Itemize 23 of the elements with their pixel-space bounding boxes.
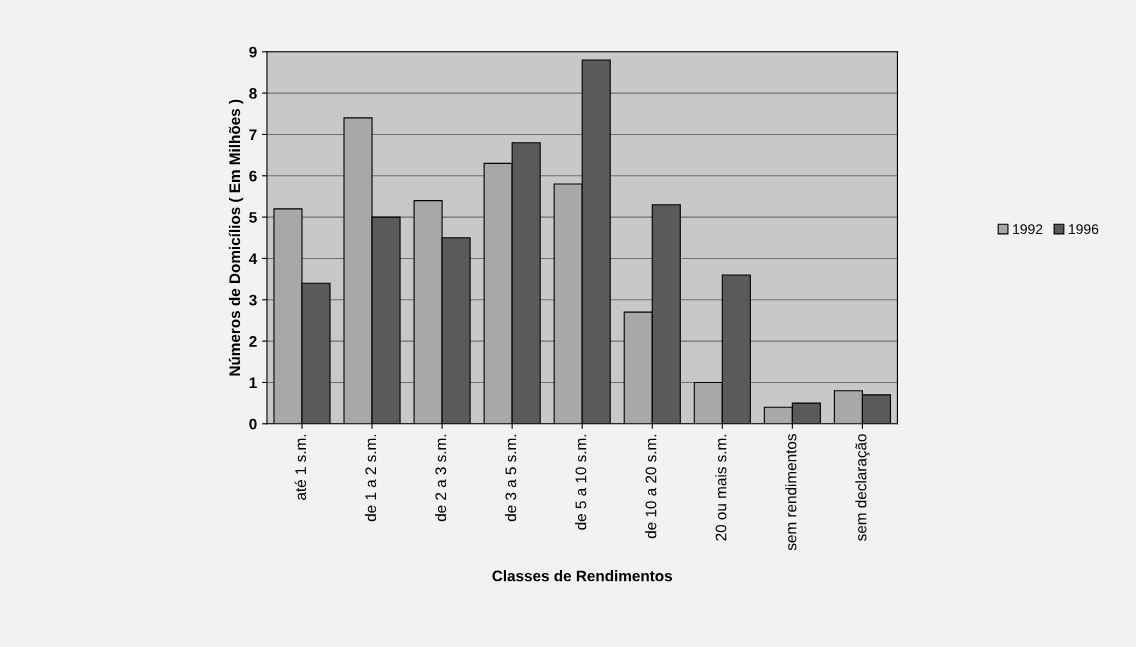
legend-label: 1996 — [1069, 224, 1099, 235]
x-tick-label: de 10 a 20 s.m. — [645, 434, 657, 539]
y-tick-label: 8 — [249, 87, 257, 99]
x-tick-label: 20 ou mais s.m. — [715, 434, 727, 541]
y-tick-label: 6 — [249, 170, 257, 182]
y-tick-label: 0 — [249, 418, 257, 430]
y-tick-label: 2 — [249, 335, 257, 347]
x-tick-label: de 2 a 3 s.m. — [434, 434, 447, 522]
y-tick-label: 5 — [249, 212, 257, 223]
y-tick-label: 1 — [249, 377, 257, 388]
x-tick-label: sem rendimentos — [785, 434, 797, 551]
x-tick-label: de 5 a 10 s.m. — [575, 434, 587, 530]
y-tick-label: 9 — [249, 46, 257, 58]
x-tick-label: sem declaração — [855, 434, 870, 541]
x-tick-label: até 1 s.m. — [294, 434, 307, 500]
y-tick-label: 7 — [249, 129, 257, 140]
y-axis-title: Números de Domicílios ( Em Milhões ) — [228, 99, 244, 376]
x-tick-label: de 1 a 2 s.m. — [364, 434, 377, 522]
x-tick-label: de 3 a 5 s.m. — [505, 434, 517, 522]
legend-label: 1992 — [1013, 224, 1043, 235]
y-tick-label: 3 — [249, 294, 257, 306]
x-axis-title: Classes de Rendimentos — [492, 570, 672, 582]
y-tick-label: 4 — [248, 253, 258, 264]
